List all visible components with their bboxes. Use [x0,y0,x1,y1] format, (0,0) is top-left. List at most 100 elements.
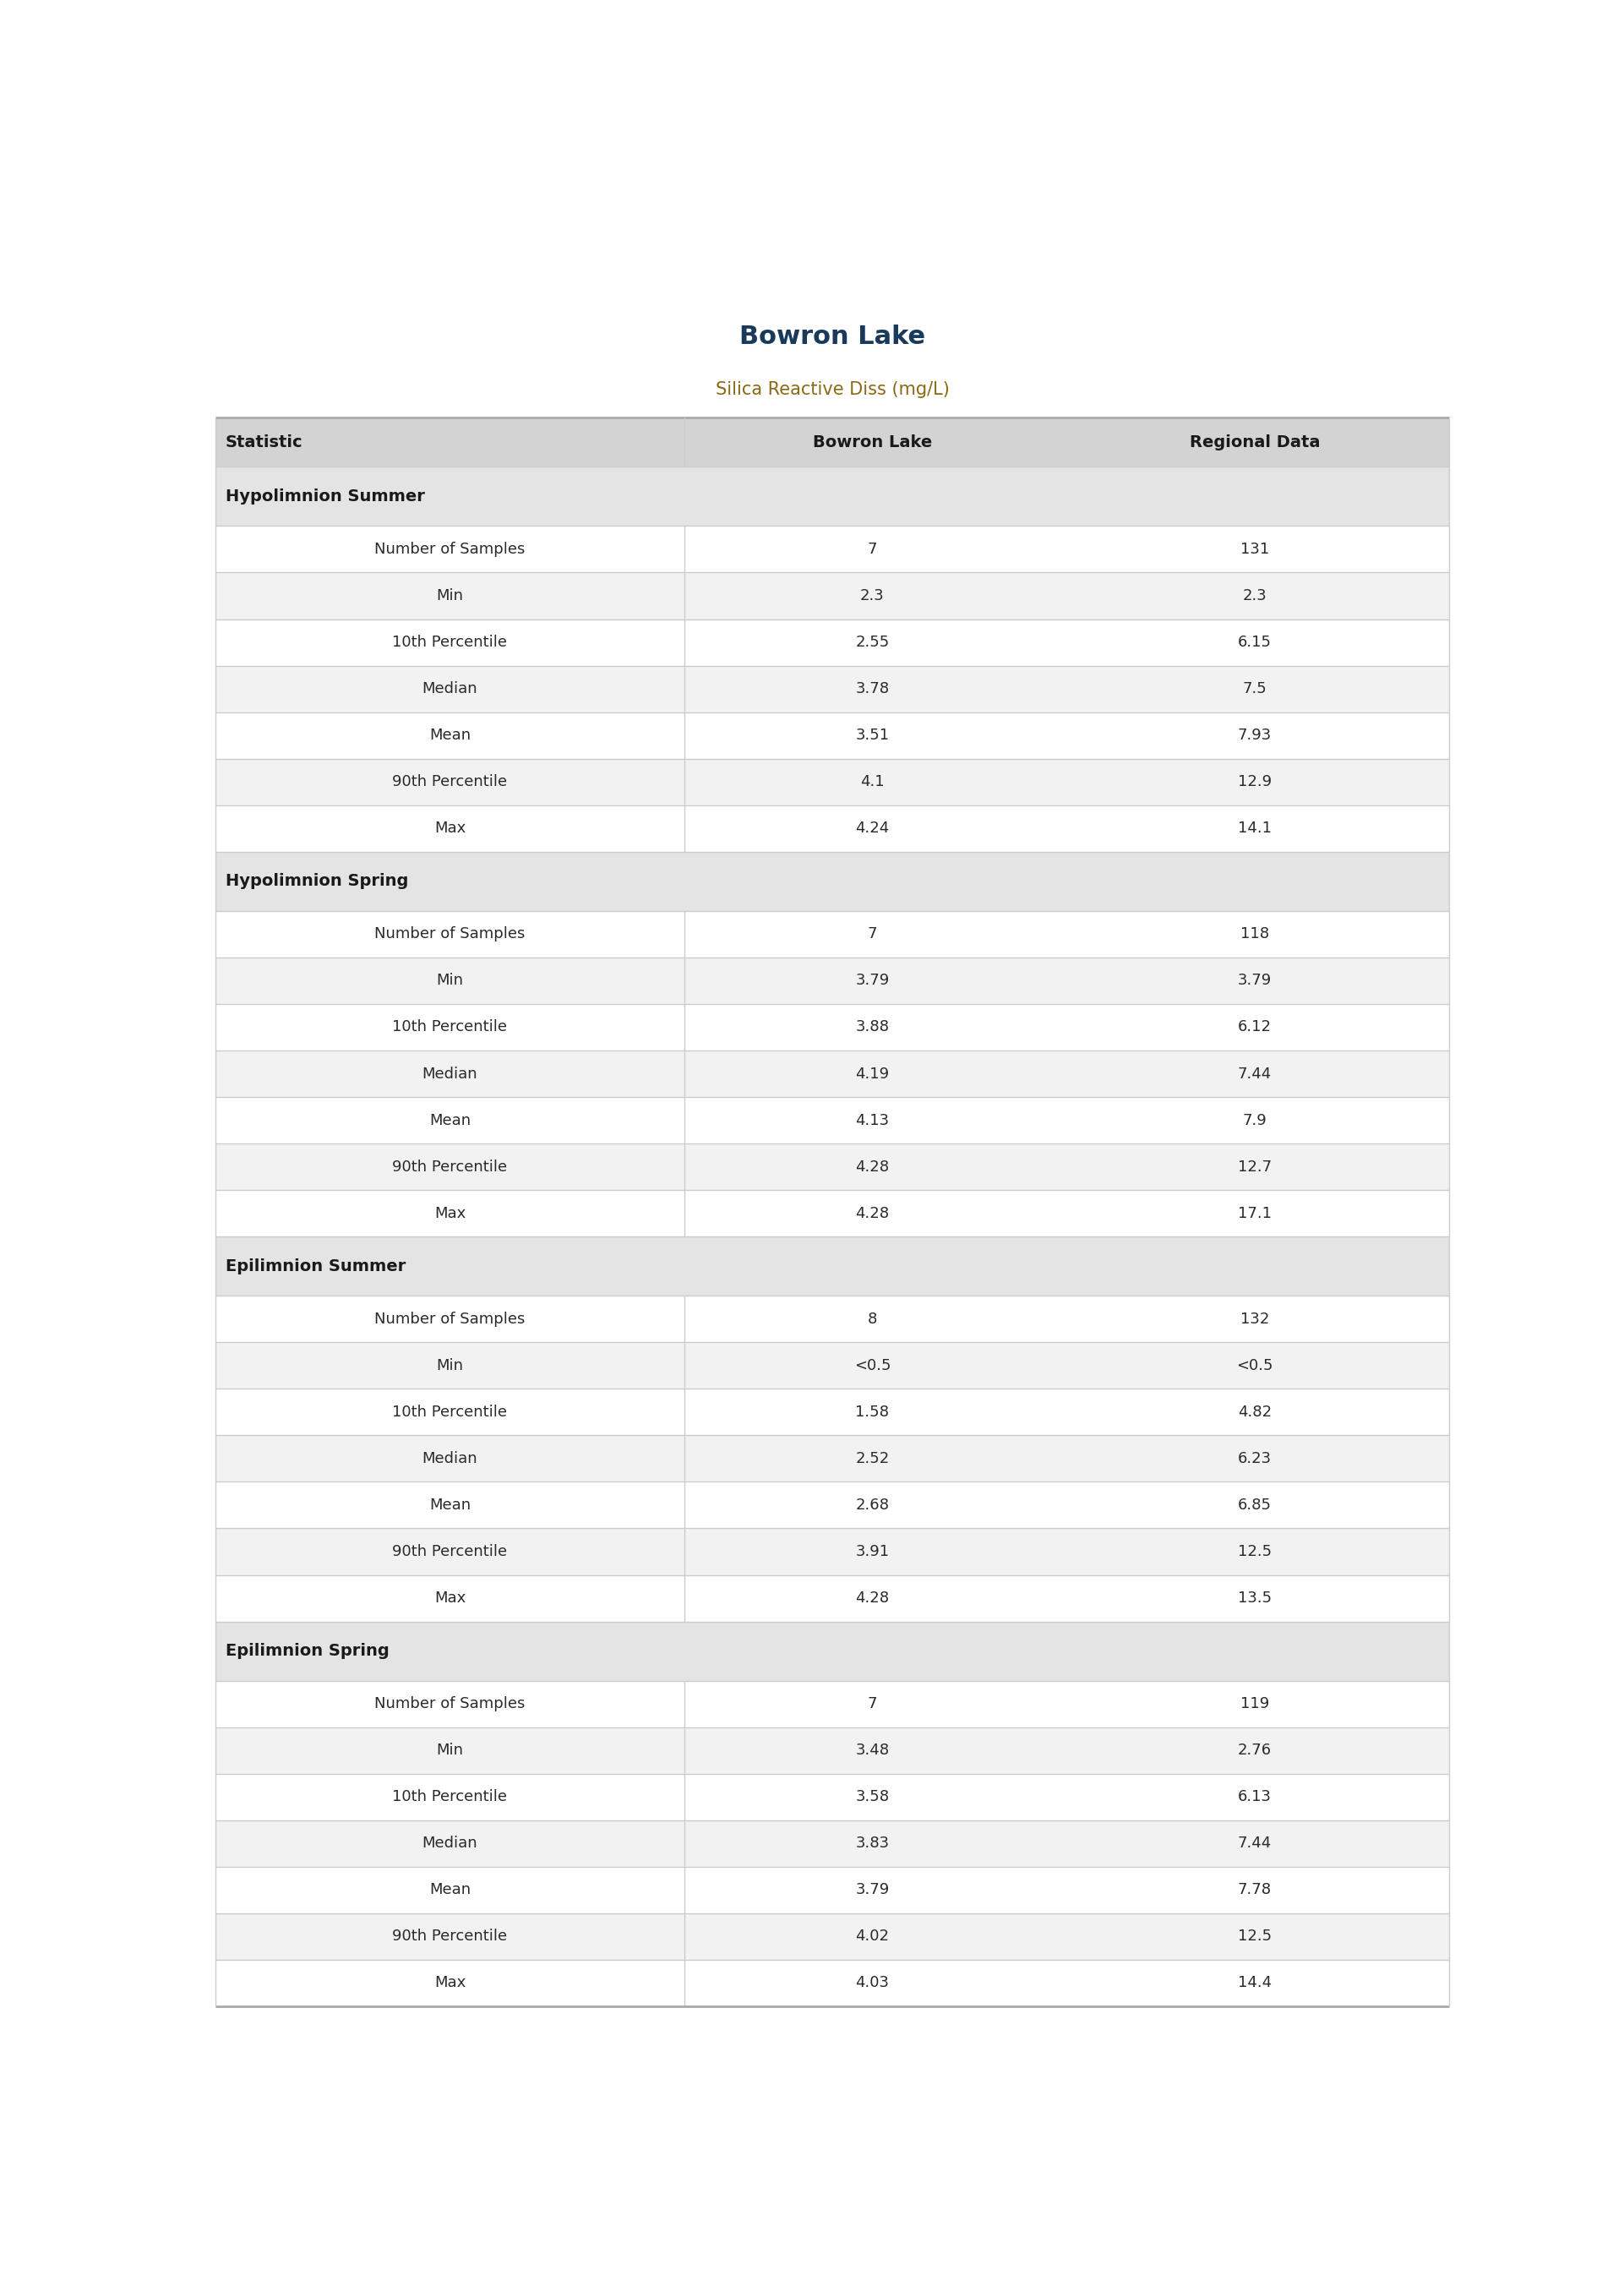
Text: 10th Percentile: 10th Percentile [393,1405,507,1419]
Text: 7.44: 7.44 [1237,1836,1272,1850]
Text: Max: Max [434,822,466,835]
Text: Epilimnion Summer: Epilimnion Summer [226,1258,406,1273]
Text: 3.91: 3.91 [856,1544,890,1559]
Text: Median: Median [422,1836,477,1850]
Text: 3.79: 3.79 [1237,974,1272,987]
Bar [216,1342,1449,1389]
Text: 12.5: 12.5 [1237,1930,1272,1943]
Text: 4.82: 4.82 [1237,1405,1272,1419]
Text: 4.24: 4.24 [856,822,890,835]
Text: Mean: Mean [429,729,471,742]
Text: 6.13: 6.13 [1237,1789,1272,1805]
Text: 2.3: 2.3 [1242,588,1267,604]
Text: 3.58: 3.58 [856,1789,890,1805]
Text: Epilimnion Spring: Epilimnion Spring [226,1643,390,1659]
Text: 7.44: 7.44 [1237,1067,1272,1081]
Bar [216,806,1449,851]
Text: Number of Samples: Number of Samples [375,1312,525,1326]
Bar [216,1435,1449,1482]
Text: 3.83: 3.83 [856,1836,890,1850]
Text: 10th Percentile: 10th Percentile [393,636,507,649]
Bar [216,1096,1449,1144]
Text: 90th Percentile: 90th Percentile [393,1160,507,1174]
Bar [216,620,1449,665]
Text: Mean: Mean [429,1882,471,1898]
Text: 7: 7 [867,1696,877,1712]
Text: Bowron Lake: Bowron Lake [812,434,932,449]
Text: 118: 118 [1241,926,1270,942]
Text: 4.28: 4.28 [856,1160,890,1174]
Bar [216,851,1449,910]
Text: 90th Percentile: 90th Percentile [393,1544,507,1559]
Text: 12.5: 12.5 [1237,1544,1272,1559]
Text: 3.48: 3.48 [856,1743,890,1757]
Text: 6.23: 6.23 [1237,1451,1272,1466]
Text: 4.19: 4.19 [856,1067,890,1081]
Text: 4.03: 4.03 [856,1975,890,1991]
Text: 3.88: 3.88 [856,1019,890,1035]
Text: 4.1: 4.1 [861,774,885,790]
Text: Min: Min [437,1357,463,1373]
Bar [216,572,1449,620]
Text: 2.3: 2.3 [861,588,885,604]
Text: Max: Max [434,1975,466,1991]
Text: 8: 8 [867,1312,877,1326]
Text: 6.15: 6.15 [1237,636,1272,649]
Bar [216,1237,1449,1296]
Text: 119: 119 [1241,1696,1270,1712]
Bar [216,1727,1449,1773]
Text: 131: 131 [1241,543,1270,556]
Text: 3.78: 3.78 [856,681,890,697]
Text: Bowron Lake: Bowron Lake [739,325,926,350]
Text: 2.52: 2.52 [856,1451,890,1466]
Bar [216,1189,1449,1237]
Text: 4.28: 4.28 [856,1205,890,1221]
Text: 7.78: 7.78 [1237,1882,1272,1898]
Bar [216,1680,1449,1727]
Text: Hypolimnion Spring: Hypolimnion Spring [226,874,409,890]
Bar [216,1821,1449,1866]
Text: 3.51: 3.51 [856,729,890,742]
Bar [216,1773,1449,1821]
Bar [216,1528,1449,1575]
Text: 14.4: 14.4 [1237,1975,1272,1991]
Text: Number of Samples: Number of Samples [375,1696,525,1712]
Bar [216,1621,1449,1680]
Text: 12.7: 12.7 [1237,1160,1272,1174]
Bar [216,758,1449,806]
Text: Mean: Mean [429,1498,471,1512]
Text: 12.9: 12.9 [1237,774,1272,790]
Text: Hypolimnion Summer: Hypolimnion Summer [226,488,425,504]
Text: 4.02: 4.02 [856,1930,890,1943]
Bar [216,1389,1449,1435]
Bar [216,468,1449,527]
Text: 10th Percentile: 10th Percentile [393,1789,507,1805]
Text: Min: Min [437,974,463,987]
Bar [216,1575,1449,1621]
Text: 6.85: 6.85 [1237,1498,1272,1512]
Text: 17.1: 17.1 [1237,1205,1272,1221]
Text: Statistic: Statistic [226,434,304,449]
Text: Silica Reactive Diss (mg/L): Silica Reactive Diss (mg/L) [715,381,950,397]
Bar [216,527,1449,572]
Text: 7: 7 [867,926,877,942]
Bar [216,665,1449,713]
Text: Median: Median [422,1451,477,1466]
Bar [216,418,1449,468]
Text: 4.13: 4.13 [856,1112,890,1128]
Text: 2.55: 2.55 [856,636,890,649]
Bar [216,713,1449,758]
Text: <0.5: <0.5 [854,1357,892,1373]
Text: 7.93: 7.93 [1237,729,1272,742]
Text: <0.5: <0.5 [1236,1357,1273,1373]
Bar [216,1482,1449,1528]
Text: Regional Data: Regional Data [1189,434,1320,449]
Text: Min: Min [437,588,463,604]
Text: 7: 7 [867,543,877,556]
Text: 6.12: 6.12 [1237,1019,1272,1035]
Bar [216,910,1449,958]
Text: Number of Samples: Number of Samples [375,926,525,942]
Text: 1.58: 1.58 [856,1405,890,1419]
Text: 7.9: 7.9 [1242,1112,1267,1128]
Text: 3.79: 3.79 [856,1882,890,1898]
